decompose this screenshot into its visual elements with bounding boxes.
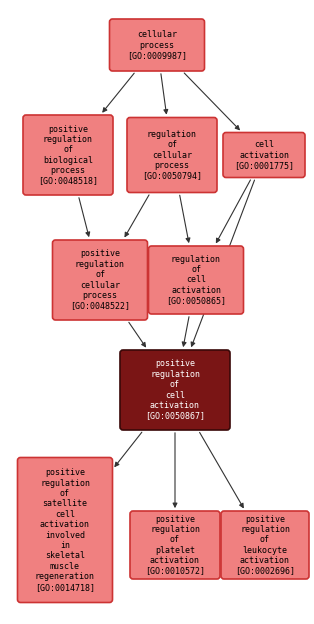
Text: cell
activation
[GO:0001775]: cell activation [GO:0001775]: [234, 140, 294, 170]
FancyBboxPatch shape: [149, 246, 243, 314]
FancyBboxPatch shape: [223, 132, 305, 177]
Text: regulation
of
cellular
process
[GO:0050794]: regulation of cellular process [GO:00507…: [142, 130, 202, 180]
Text: cellular
process
[GO:0009987]: cellular process [GO:0009987]: [127, 30, 187, 60]
FancyBboxPatch shape: [130, 511, 220, 579]
Text: regulation
of
cell
activation
[GO:0050865]: regulation of cell activation [GO:005086…: [166, 255, 226, 305]
FancyBboxPatch shape: [221, 511, 309, 579]
FancyBboxPatch shape: [52, 240, 148, 320]
FancyBboxPatch shape: [23, 115, 113, 195]
FancyBboxPatch shape: [18, 457, 112, 603]
Text: positive
regulation
of
satellite
cell
activation
involved
in
skeletal
muscle
reg: positive regulation of satellite cell ac…: [35, 468, 95, 592]
Text: positive
regulation
of
cell
activation
[GO:0050867]: positive regulation of cell activation […: [145, 359, 205, 421]
Text: positive
regulation
of
biological
process
[GO:0048518]: positive regulation of biological proces…: [38, 125, 98, 185]
FancyBboxPatch shape: [127, 117, 217, 192]
Text: positive
regulation
of
platelet
activation
[GO:0010572]: positive regulation of platelet activati…: [145, 515, 205, 575]
FancyBboxPatch shape: [120, 350, 230, 430]
FancyBboxPatch shape: [110, 19, 204, 71]
Text: positive
regulation
of
leukocyte
activation
[GO:0002696]: positive regulation of leukocyte activat…: [235, 515, 295, 575]
Text: positive
regulation
of
cellular
process
[GO:0048522]: positive regulation of cellular process …: [70, 250, 130, 311]
